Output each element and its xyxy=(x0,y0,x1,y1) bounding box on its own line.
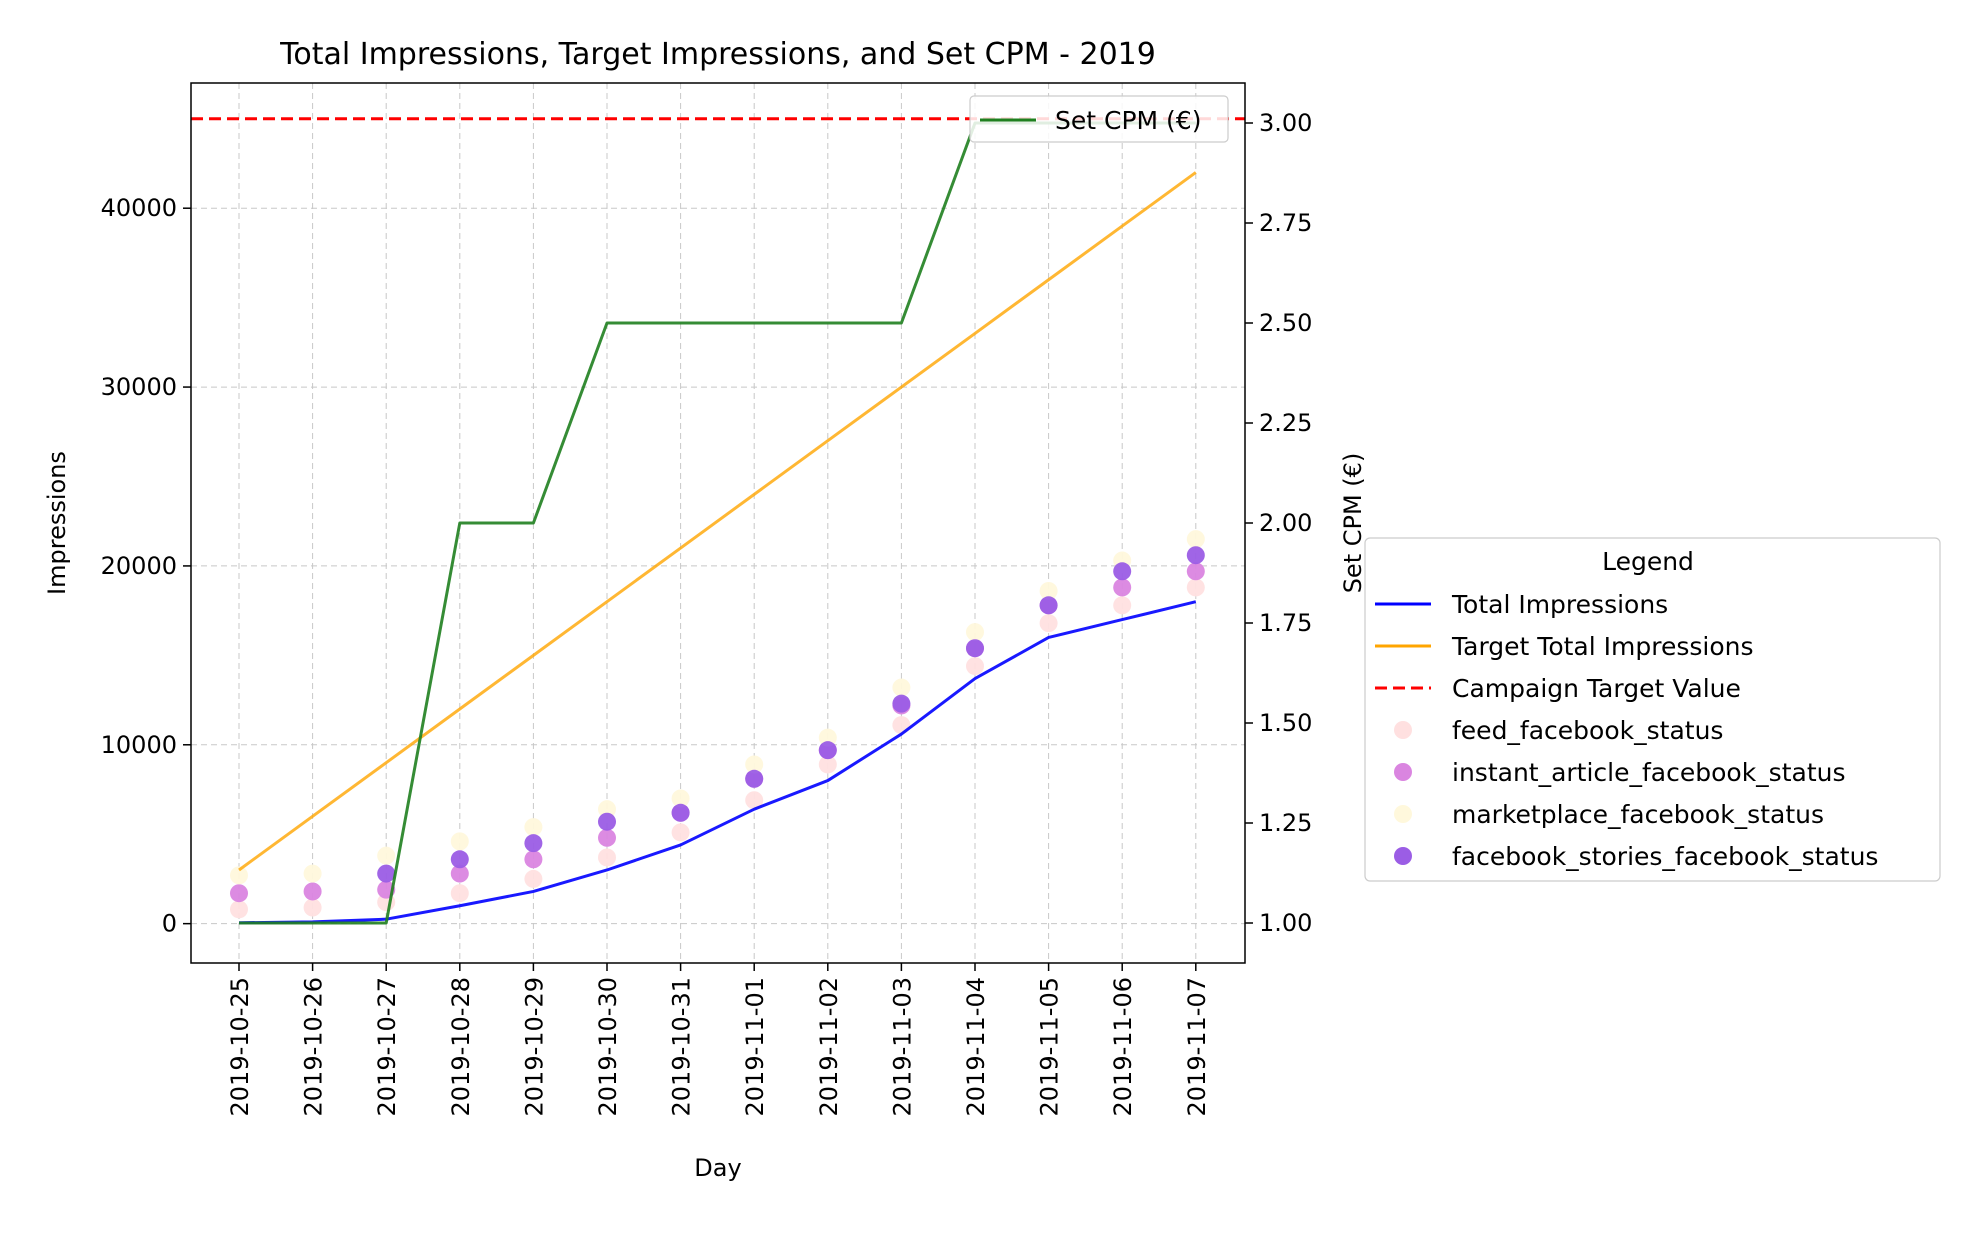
marketplace-facebook-status-point xyxy=(450,832,469,851)
y2-tick-label: 1.50 xyxy=(1259,709,1312,737)
facebook-stories-facebook-status-point xyxy=(377,864,396,883)
x-axis-label: Day xyxy=(694,1154,741,1182)
feed-facebook-status-point xyxy=(671,823,690,842)
instant-article-facebook-status-point xyxy=(598,828,616,847)
facebook-stories-facebook-status-point xyxy=(1113,562,1132,581)
y-tick-label: 10000 xyxy=(101,731,177,759)
y2-axis-label: Set CPM (€) xyxy=(1339,453,1367,594)
legend-swatch xyxy=(1394,805,1412,823)
marketplace-facebook-status-point xyxy=(1186,530,1205,549)
feed-facebook-status-point xyxy=(892,716,911,735)
marketplace-facebook-status-point xyxy=(524,818,543,837)
y-tick-label: 30000 xyxy=(101,373,177,401)
legend-label: Campaign Target Value xyxy=(1452,674,1741,703)
instant-article-facebook-status-point xyxy=(1186,562,1205,581)
legend-title: Legend xyxy=(1602,547,1694,576)
facebook-stories-facebook-status-point xyxy=(450,850,469,869)
cpm-legend: Set CPM (€) xyxy=(969,95,1229,143)
y-axis-label: Impressions xyxy=(43,451,71,595)
y2-tick-label: 1.00 xyxy=(1259,909,1312,937)
x-tick-label: 2019-11-03 xyxy=(888,977,916,1116)
legend2-box xyxy=(969,95,1229,143)
y-tick-label: 20000 xyxy=(101,552,177,580)
facebook-stories-facebook-status-point xyxy=(1186,546,1205,565)
plot-area xyxy=(191,117,1245,925)
x-tick-label: 2019-11-01 xyxy=(741,977,769,1116)
marketplace-facebook-status-point xyxy=(1039,581,1058,600)
x-tick-label: 2019-10-31 xyxy=(668,977,696,1116)
marketplace-facebook-status-point xyxy=(598,800,616,819)
y2-tick-label: 2.25 xyxy=(1259,409,1312,437)
y2-tick-label: 1.75 xyxy=(1259,609,1312,637)
x-tick-label: 2019-10-25 xyxy=(226,977,254,1116)
y2-tick-label: 3.00 xyxy=(1259,109,1312,137)
y2-tick-label: 2.75 xyxy=(1259,209,1312,237)
instant-article-facebook-status-point xyxy=(1113,578,1132,597)
marketplace-facebook-status-point xyxy=(745,755,764,774)
facebook-stories-facebook-status-point xyxy=(818,741,837,760)
facebook-stories-facebook-status-point xyxy=(1039,596,1058,615)
instant-article-facebook-status-point xyxy=(230,884,248,903)
instant-article-facebook-status-point xyxy=(524,850,543,869)
marketplace-facebook-status-point xyxy=(303,864,322,883)
feed-facebook-status-point xyxy=(450,884,469,903)
marketplace-facebook-status-point xyxy=(230,866,248,885)
y-tick-label: 40000 xyxy=(101,194,177,222)
target-total-impressions-line xyxy=(238,171,1197,872)
feed-facebook-status-point xyxy=(524,869,543,888)
legend-label: Total Impressions xyxy=(1451,590,1668,619)
legend-swatch xyxy=(1394,847,1412,865)
x-tick-label: 2019-11-06 xyxy=(1109,977,1137,1116)
total-impressions-line xyxy=(238,600,1197,925)
marketplace-facebook-status-point xyxy=(377,846,396,865)
x-tick-label: 2019-11-04 xyxy=(962,977,990,1116)
facebook-stories-facebook-status-point xyxy=(745,769,764,788)
marketplace-facebook-status-point xyxy=(818,728,837,747)
feed-facebook-status-point xyxy=(303,898,322,917)
y-tick-label: 0 xyxy=(162,910,177,938)
facebook-stories-facebook-status-point xyxy=(892,694,911,713)
legend-label: Target Total Impressions xyxy=(1451,632,1754,661)
feed-facebook-status-point xyxy=(230,900,248,919)
facebook-stories-facebook-status-point xyxy=(524,834,543,853)
x-tick-label: 2019-10-30 xyxy=(594,977,622,1116)
facebook-stories-facebook-status-point xyxy=(671,803,690,822)
instant-article-facebook-status-point xyxy=(303,882,322,901)
feed-facebook-status-point xyxy=(598,848,616,867)
legend-swatch xyxy=(1394,763,1412,781)
marketplace-facebook-status-point xyxy=(671,789,690,808)
x-tick-label: 2019-11-02 xyxy=(815,977,843,1116)
y2-tick-label: 2.00 xyxy=(1259,509,1312,537)
feed-facebook-status-point xyxy=(1186,578,1205,597)
x-tick-label: 2019-11-05 xyxy=(1036,977,1064,1116)
feed-facebook-status-point xyxy=(966,657,984,676)
facebook-stories-facebook-status-point xyxy=(966,639,984,658)
main-legend: Legend Total Impressions Target Total Impr… xyxy=(1364,537,1941,882)
y2-tick-label: 2.50 xyxy=(1259,309,1312,337)
legend-label: marketplace_facebook_status xyxy=(1452,800,1824,829)
feed-facebook-status-point xyxy=(818,755,837,774)
x-tick-label: 2019-10-28 xyxy=(447,977,475,1116)
instant-article-facebook-status-point xyxy=(450,864,469,883)
marketplace-facebook-status-point xyxy=(966,623,984,642)
legend-box xyxy=(1364,537,1941,882)
legend-swatch xyxy=(1394,721,1412,739)
x-tick-label: 2019-10-29 xyxy=(520,977,548,1116)
marketplace-facebook-status-point xyxy=(892,678,911,697)
legend-label: feed_facebook_status xyxy=(1452,716,1723,745)
legend-label: instant_article_facebook_status xyxy=(1452,758,1846,787)
facebook-stories-facebook-status-point xyxy=(598,812,616,831)
x-tick-label: 2019-10-26 xyxy=(300,977,328,1116)
chart-title: Total Impressions, Target Impressions, a… xyxy=(279,37,1156,72)
x-tick-label: 2019-11-07 xyxy=(1183,977,1211,1116)
axes: 2019-10-25 2019-10-26 2019-10-27 2019-10-28… xyxy=(101,109,1313,1116)
legend2-label: Set CPM (€) xyxy=(1055,106,1201,135)
feed-facebook-status-point xyxy=(745,791,764,810)
feed-facebook-status-point xyxy=(1039,614,1058,633)
y2-tick-label: 1.25 xyxy=(1259,809,1312,837)
x-tick-label: 2019-10-27 xyxy=(373,977,401,1116)
legend-label: facebook_stories_facebook_status xyxy=(1452,842,1878,871)
feed-facebook-status-point xyxy=(1113,596,1132,615)
